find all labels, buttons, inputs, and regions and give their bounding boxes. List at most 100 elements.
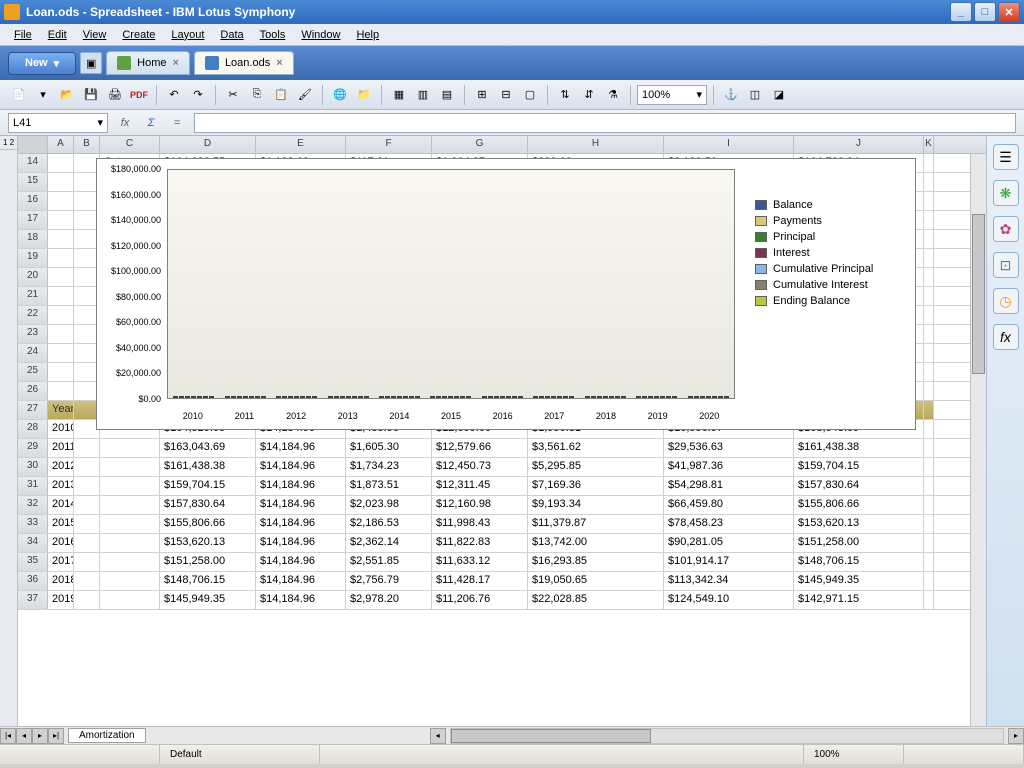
- maximize-button[interactable]: □: [974, 2, 996, 22]
- scroll-right-icon[interactable]: ▸: [1008, 728, 1024, 744]
- menu-window[interactable]: Window: [293, 27, 348, 43]
- tab-last-icon[interactable]: ▸|: [48, 728, 64, 744]
- cell[interactable]: $2,756.79: [346, 572, 432, 590]
- row-header[interactable]: 16: [18, 192, 48, 210]
- cell[interactable]: $157,830.64: [160, 496, 256, 514]
- cell[interactable]: 2012: [48, 458, 74, 476]
- cell[interactable]: [48, 173, 74, 191]
- cell[interactable]: [48, 325, 74, 343]
- cell[interactable]: $155,806.66: [794, 496, 924, 514]
- cell[interactable]: [924, 154, 934, 172]
- properties-icon[interactable]: ☰: [993, 144, 1019, 170]
- menu-data[interactable]: Data: [212, 27, 251, 43]
- row-header[interactable]: 33: [18, 515, 48, 533]
- cell[interactable]: [924, 173, 934, 191]
- function-icon[interactable]: fx: [993, 324, 1019, 350]
- row-header[interactable]: 29: [18, 439, 48, 457]
- cell[interactable]: $1,873.51: [346, 477, 432, 495]
- cell[interactable]: [48, 287, 74, 305]
- column-header[interactable]: F: [346, 136, 432, 153]
- column-header[interactable]: D: [160, 136, 256, 153]
- cell[interactable]: $14,184.96: [256, 477, 346, 495]
- cell[interactable]: [924, 192, 934, 210]
- cell[interactable]: [74, 458, 100, 476]
- menu-help[interactable]: Help: [348, 27, 387, 43]
- cell[interactable]: 2017: [48, 553, 74, 571]
- cell[interactable]: [48, 154, 74, 172]
- cell[interactable]: [924, 553, 934, 571]
- border-icon[interactable]: ▢: [519, 84, 541, 106]
- scroll-left-icon[interactable]: ◂: [430, 728, 446, 744]
- row-header[interactable]: 20: [18, 268, 48, 286]
- cell[interactable]: [924, 458, 934, 476]
- cell[interactable]: [48, 268, 74, 286]
- cell[interactable]: [924, 496, 934, 514]
- row-header[interactable]: 21: [18, 287, 48, 305]
- cell[interactable]: $2,186.53: [346, 515, 432, 533]
- tab-close-icon[interactable]: ×: [173, 57, 179, 69]
- cell[interactable]: [100, 591, 160, 609]
- cell[interactable]: [48, 211, 74, 229]
- cell[interactable]: [924, 325, 934, 343]
- doc-tab[interactable]: Home×: [106, 51, 190, 75]
- menu-file[interactable]: File: [6, 27, 40, 43]
- cell-reference-box[interactable]: L41 ▾: [8, 113, 108, 133]
- sort-asc-icon[interactable]: ⇅: [554, 84, 576, 106]
- format-paint-icon[interactable]: 🖌: [294, 84, 316, 106]
- row-header[interactable]: 36: [18, 572, 48, 590]
- embedded-chart[interactable]: $180,000.00$160,000.00$140,000.00$120,00…: [96, 158, 916, 430]
- equals-icon[interactable]: =: [168, 114, 186, 132]
- cell[interactable]: $145,949.35: [160, 591, 256, 609]
- cell[interactable]: $54,298.81: [664, 477, 794, 495]
- cell[interactable]: $2,551.85: [346, 553, 432, 571]
- menu-view[interactable]: View: [75, 27, 115, 43]
- cell[interactable]: $12,579.66: [432, 439, 528, 457]
- cell[interactable]: [924, 249, 934, 267]
- row-header[interactable]: 34: [18, 534, 48, 552]
- new-doc-icon[interactable]: 📄: [8, 84, 30, 106]
- redo-icon[interactable]: ↷: [187, 84, 209, 106]
- cell[interactable]: [924, 591, 934, 609]
- navigator-icon[interactable]: ⊡: [993, 252, 1019, 278]
- cell[interactable]: $13,742.00: [528, 534, 664, 552]
- row-header[interactable]: 24: [18, 344, 48, 362]
- sort-desc-icon[interactable]: ⇵: [578, 84, 600, 106]
- shape-icon[interactable]: ◪: [768, 84, 790, 106]
- cell[interactable]: $14,184.96: [256, 496, 346, 514]
- filter-icon[interactable]: ⚗: [602, 84, 624, 106]
- cell[interactable]: $159,704.15: [160, 477, 256, 495]
- cell[interactable]: $11,633.12: [432, 553, 528, 571]
- cell[interactable]: $161,438.38: [794, 439, 924, 457]
- cell[interactable]: [48, 382, 74, 400]
- cell[interactable]: [924, 420, 934, 438]
- cell[interactable]: [74, 477, 100, 495]
- cell[interactable]: 2019: [48, 591, 74, 609]
- object-icon[interactable]: ◫: [744, 84, 766, 106]
- row-header[interactable]: 25: [18, 363, 48, 381]
- menu-layout[interactable]: Layout: [163, 27, 212, 43]
- cell[interactable]: [74, 534, 100, 552]
- column-header[interactable]: J: [794, 136, 924, 153]
- cell[interactable]: $16,293.85: [528, 553, 664, 571]
- cell[interactable]: [924, 477, 934, 495]
- column-header[interactable]: B: [74, 136, 100, 153]
- cell[interactable]: $163,043.69: [160, 439, 256, 457]
- cell[interactable]: $2,362.14: [346, 534, 432, 552]
- cell[interactable]: $5,295.85: [528, 458, 664, 476]
- cell[interactable]: [100, 534, 160, 552]
- minimize-button[interactable]: _: [950, 2, 972, 22]
- cell[interactable]: $7,169.36: [528, 477, 664, 495]
- cell[interactable]: $124,549.10: [664, 591, 794, 609]
- cell[interactable]: $12,160.98: [432, 496, 528, 514]
- status-zoom[interactable]: 100%: [804, 745, 904, 764]
- cell[interactable]: $11,379.87: [528, 515, 664, 533]
- cell[interactable]: 2013: [48, 477, 74, 495]
- cell[interactable]: [74, 515, 100, 533]
- cell[interactable]: [74, 591, 100, 609]
- cell[interactable]: [100, 439, 160, 457]
- cell[interactable]: [74, 553, 100, 571]
- tab-next-icon[interactable]: ▸: [32, 728, 48, 744]
- cell[interactable]: $29,536.63: [664, 439, 794, 457]
- close-button[interactable]: ✕: [998, 2, 1020, 22]
- cell[interactable]: $159,704.15: [794, 458, 924, 476]
